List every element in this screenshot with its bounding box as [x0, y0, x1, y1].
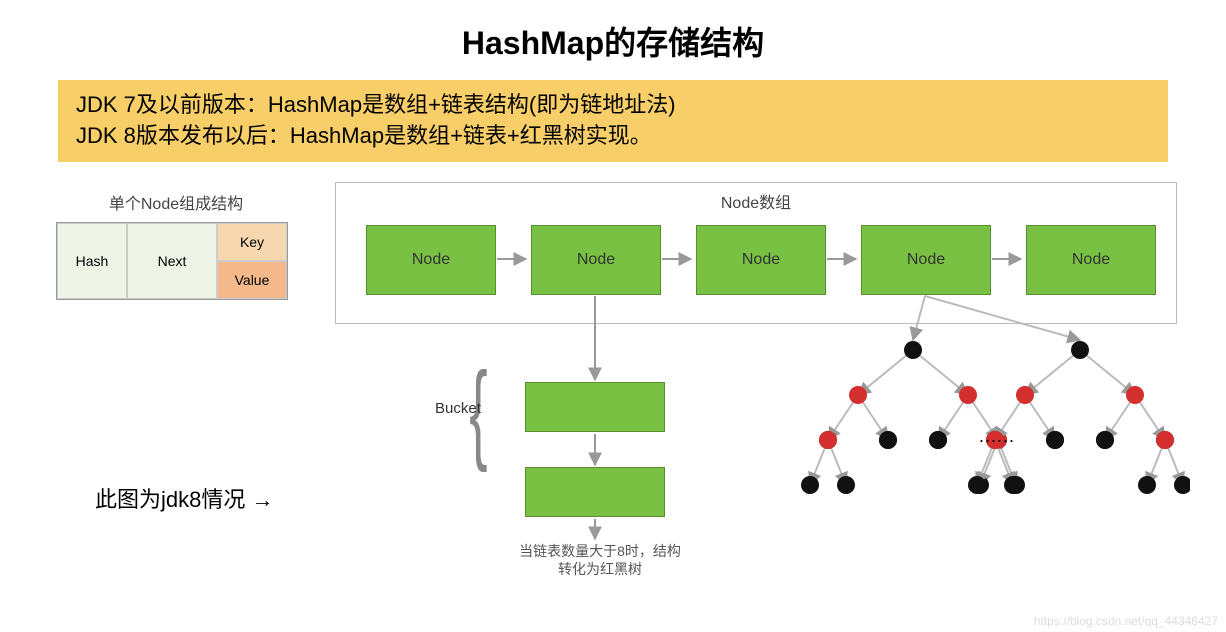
svg-text:······: ······: [979, 430, 1015, 450]
bucket-label: Bucket: [435, 400, 481, 417]
array-node: Node: [696, 225, 826, 295]
desc-line-1: JDK 7及以前版本：HashMap是数组+链表结构(即为链地址法): [76, 90, 1150, 121]
description-box: JDK 7及以前版本：HashMap是数组+链表结构(即为链地址法) JDK 8…: [58, 80, 1168, 162]
jdk8-note: 此图为jdk8情况 →: [95, 482, 273, 514]
convert-line1: 当链表数量大于8时，结构: [519, 543, 681, 559]
linked-node: [525, 467, 665, 517]
desc-line-2: JDK 8版本发布以后：HashMap是数组+链表+红黑树实现。: [76, 121, 1150, 152]
page-title: HashMap的存储结构: [0, 0, 1226, 64]
node-comp-value: Value: [217, 261, 287, 299]
array-node: Node: [861, 225, 991, 295]
array-node: Node: [1026, 225, 1156, 295]
array-node: Node: [366, 225, 496, 295]
hashmap-diagram: Node数组 NodeNodeNodeNodeNode { Bucket 当链表…: [330, 182, 1190, 607]
convert-text: 当链表数量大于8时，结构 转化为红黑树: [510, 542, 690, 578]
node-array-title: Node数组: [336, 183, 1176, 213]
node-composition: 单个Node组成结构 Hash Key Next Value: [56, 190, 296, 300]
linked-node: [525, 382, 665, 432]
node-comp-title: 单个Node组成结构: [56, 190, 296, 214]
watermark: https://blog.csdn.net/qq_44346427: [1034, 614, 1218, 628]
node-array-box: Node数组 Node Node Node Node Node: [335, 182, 1177, 324]
node-comp-hash: Hash: [57, 223, 127, 299]
array-node: Node: [531, 225, 661, 295]
node-comp-next: Next: [127, 223, 217, 299]
node-comp-key: Key: [217, 223, 287, 261]
convert-line2: 转化为红黑树: [558, 561, 642, 577]
